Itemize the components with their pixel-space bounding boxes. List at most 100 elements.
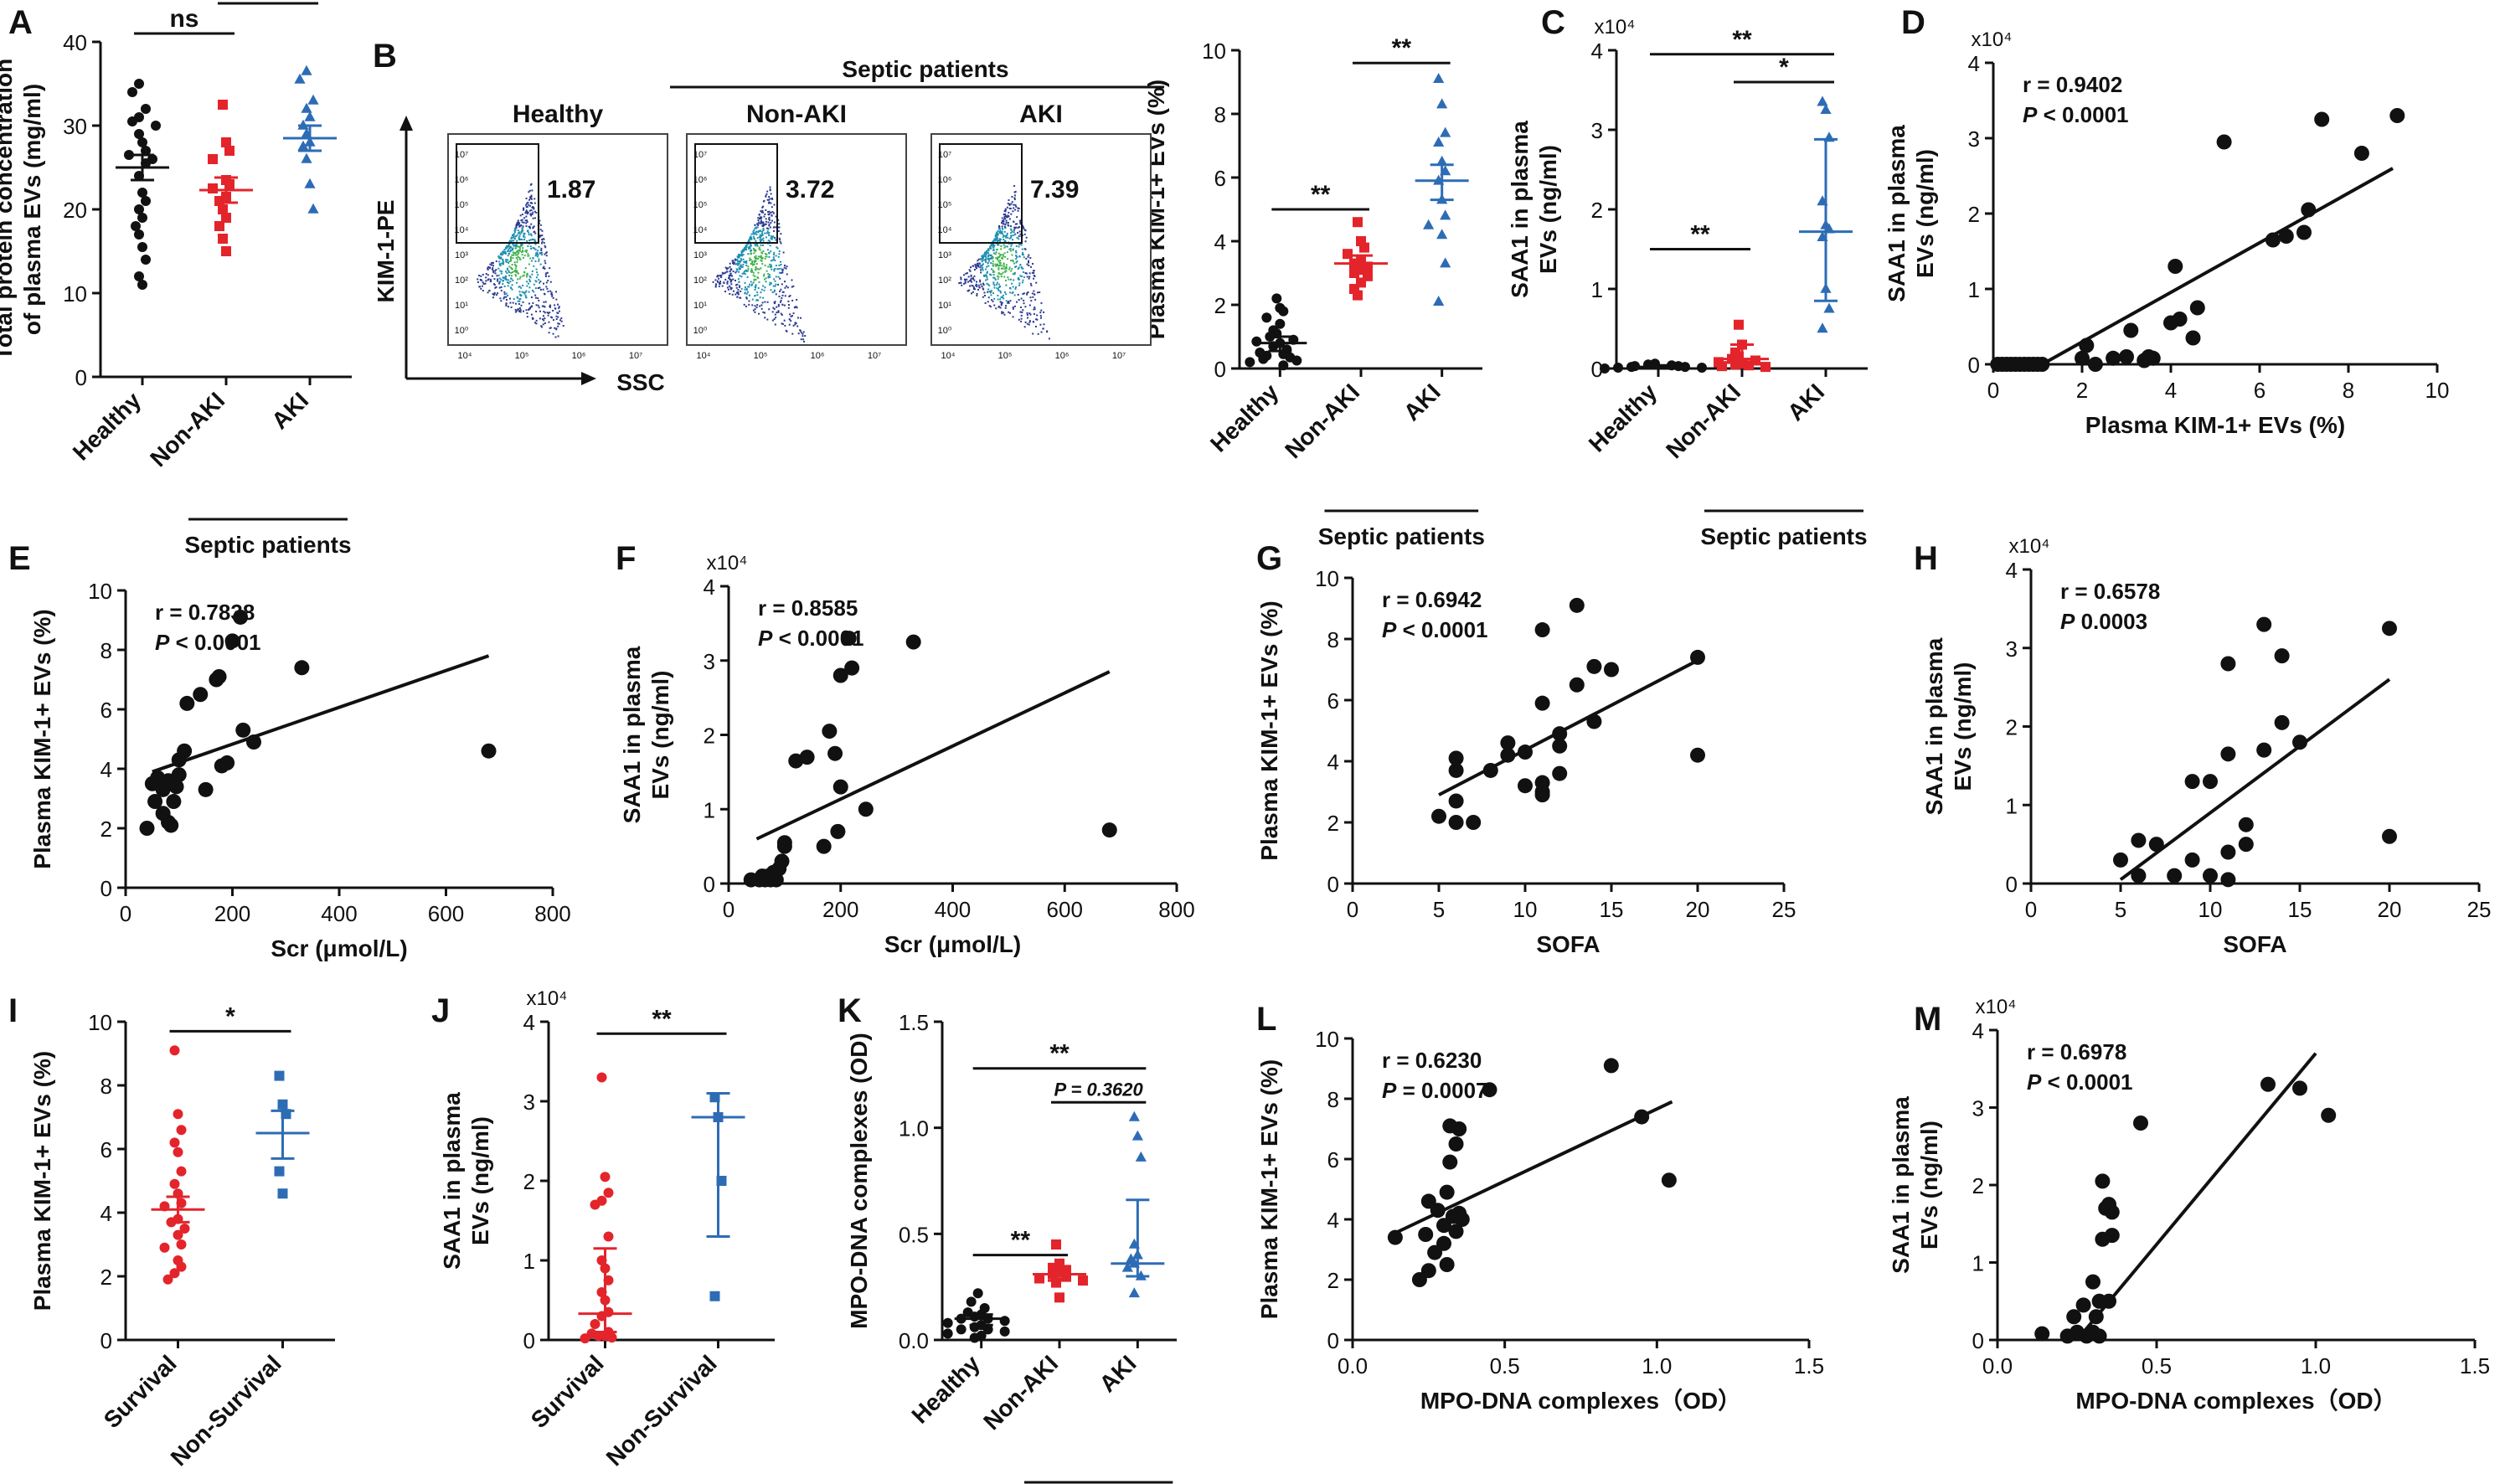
flow-event bbox=[528, 279, 531, 281]
flow-event bbox=[992, 300, 994, 302]
flow-event bbox=[737, 278, 740, 281]
flow-event bbox=[477, 281, 479, 283]
flow-event bbox=[755, 245, 757, 247]
data-point bbox=[2220, 844, 2236, 860]
flow-event bbox=[968, 280, 971, 282]
flow-event bbox=[534, 322, 536, 324]
flow-event bbox=[535, 252, 538, 255]
x-tick-label: 400 bbox=[935, 897, 971, 922]
flow-event bbox=[999, 273, 1002, 276]
flow-event bbox=[1020, 276, 1023, 278]
flow-event bbox=[514, 271, 517, 273]
correlation-r: r = 0.6578 bbox=[2060, 579, 2160, 604]
flow-event bbox=[771, 259, 774, 261]
flow-event bbox=[512, 249, 514, 251]
flow-event bbox=[760, 260, 762, 262]
flow-event bbox=[534, 230, 536, 233]
data-point bbox=[141, 196, 151, 206]
data-point bbox=[166, 794, 182, 810]
flow-event bbox=[735, 263, 737, 265]
flow-event bbox=[995, 307, 997, 310]
flow-event bbox=[1023, 227, 1025, 229]
flow-event bbox=[519, 309, 522, 312]
flow-event bbox=[987, 288, 990, 291]
flow-event bbox=[771, 214, 773, 216]
flow-event bbox=[518, 250, 521, 252]
flow-event bbox=[508, 260, 511, 262]
regression-line bbox=[2041, 167, 2394, 366]
flow-event bbox=[749, 237, 751, 240]
flow-event bbox=[735, 293, 737, 296]
flow-event bbox=[784, 295, 786, 297]
data-point bbox=[2203, 868, 2218, 884]
flow-event bbox=[771, 291, 774, 294]
flow-event bbox=[745, 249, 748, 251]
flow-event bbox=[748, 246, 750, 249]
data-point bbox=[2292, 734, 2307, 750]
flow-event bbox=[966, 281, 969, 283]
flow-event bbox=[1003, 268, 1006, 271]
data-point bbox=[134, 204, 144, 214]
y-tick-label: 0.0 bbox=[899, 1328, 929, 1353]
x-tick-label: 0 bbox=[723, 897, 735, 922]
data-point bbox=[1440, 126, 1451, 137]
flow-event bbox=[1018, 276, 1020, 279]
flow-event bbox=[1040, 331, 1043, 333]
flow-event bbox=[992, 265, 995, 267]
flow-event bbox=[523, 310, 525, 312]
x-tick-label: Healthy bbox=[68, 387, 147, 466]
flow-event bbox=[512, 279, 514, 281]
flow-event bbox=[729, 288, 732, 291]
flow-event bbox=[1003, 312, 1005, 314]
flow-event bbox=[750, 270, 752, 272]
flow-event bbox=[729, 285, 731, 287]
correlation-r: r = 0.6942 bbox=[1382, 587, 1482, 612]
data-point bbox=[1817, 95, 1828, 106]
flow-event bbox=[792, 285, 795, 287]
flow-event bbox=[1028, 320, 1031, 322]
flow-event bbox=[525, 250, 528, 253]
flow-event bbox=[999, 290, 1002, 292]
data-point bbox=[274, 1070, 285, 1081]
flow-event bbox=[732, 262, 735, 265]
flow-event bbox=[1008, 248, 1011, 250]
flow-event bbox=[1014, 233, 1017, 235]
y-tick-label: 3 bbox=[1972, 1096, 1984, 1121]
flow-event bbox=[497, 278, 499, 281]
flow-event bbox=[990, 255, 992, 257]
flow-event bbox=[764, 317, 766, 319]
flow-event bbox=[1004, 227, 1007, 229]
significance-label: ** bbox=[1011, 1227, 1031, 1255]
flow-event bbox=[1030, 300, 1033, 302]
x-tick-label: 0.5 bbox=[2142, 1353, 2172, 1378]
flow-event bbox=[1037, 332, 1039, 335]
flow-event bbox=[796, 307, 798, 309]
y-tick-label: 1 bbox=[1591, 277, 1603, 302]
x-tick-label: 6 bbox=[2254, 378, 2265, 403]
x-tick-label: 25 bbox=[2467, 897, 2492, 922]
flow-event bbox=[1009, 278, 1012, 281]
flow-event bbox=[719, 282, 722, 285]
flow-event bbox=[508, 247, 511, 250]
flow-event bbox=[767, 213, 770, 215]
data-point bbox=[179, 695, 195, 711]
group-label: Septic patients bbox=[184, 532, 351, 558]
flow-event bbox=[769, 265, 771, 268]
flow-event bbox=[1028, 312, 1031, 315]
flow-event bbox=[755, 306, 758, 308]
flow-event bbox=[747, 253, 750, 255]
flow-event bbox=[737, 291, 740, 293]
flow-event bbox=[764, 257, 766, 260]
flow-event bbox=[755, 250, 757, 252]
flow-event bbox=[513, 245, 515, 247]
data-point bbox=[905, 634, 921, 650]
flow-event bbox=[1043, 323, 1045, 326]
flow-event bbox=[1001, 225, 1003, 228]
flow-event bbox=[512, 257, 514, 260]
data-point bbox=[1343, 249, 1353, 260]
flow-event bbox=[515, 226, 518, 229]
flow-event bbox=[492, 267, 494, 270]
flow-event bbox=[758, 214, 760, 216]
x-tick-label: Healthy bbox=[1205, 379, 1284, 457]
flow-event bbox=[726, 281, 729, 284]
